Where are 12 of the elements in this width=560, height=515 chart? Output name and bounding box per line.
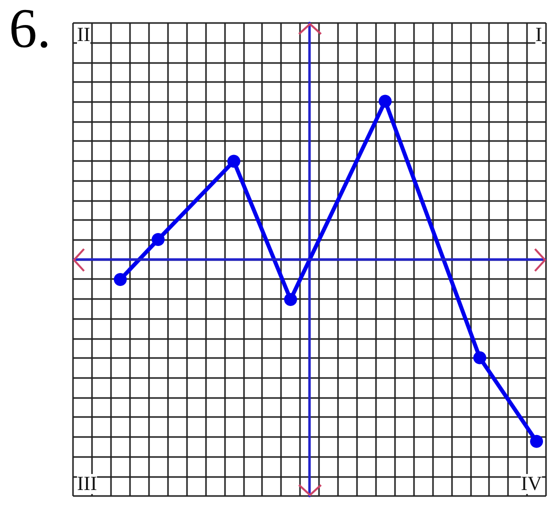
point [227, 154, 240, 168]
point [284, 293, 298, 306]
point [152, 232, 165, 246]
point [473, 351, 486, 364]
chart-title: 6. [9, 0, 51, 60]
text: I [535, 24, 542, 46]
text: III [77, 473, 97, 495]
text: II [77, 24, 90, 46]
point [114, 273, 127, 286]
text: IV [520, 473, 543, 495]
point [378, 94, 392, 108]
point [530, 434, 544, 448]
